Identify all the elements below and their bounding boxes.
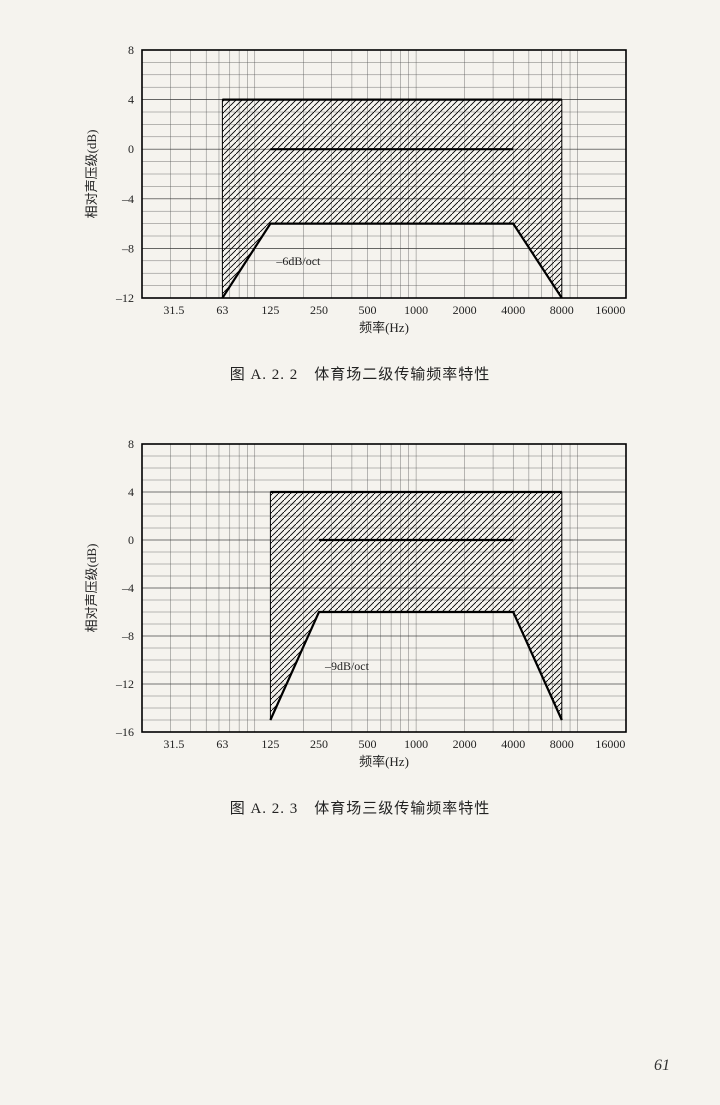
svg-text:1000: 1000 [404,737,428,751]
svg-text:8000: 8000 [550,303,574,317]
svg-text:125: 125 [261,303,279,317]
svg-text:频率(Hz): 频率(Hz) [359,320,409,335]
chart-2: –16 –12 –8 –4 0 4 8 31.5 63 125 250 500 1000 2000 4000… [80,434,640,779]
svg-text:–12: –12 [115,291,134,305]
chart-2-block: –16 –12 –8 –4 0 4 8 31.5 63 125 250 500 1000 2000 4000… [30,434,690,818]
svg-text:–6dB/oct: –6dB/oct [275,254,321,268]
svg-text:–8: –8 [121,241,134,255]
svg-text:4000: 4000 [501,303,525,317]
svg-text:1000: 1000 [404,303,428,317]
svg-text:0: 0 [128,142,134,156]
svg-text:63: 63 [216,737,228,751]
svg-text:16000: 16000 [595,303,625,317]
svg-text:–12: –12 [115,677,134,691]
svg-text:–4: –4 [121,192,134,206]
svg-text:16000: 16000 [595,737,625,751]
svg-text:63: 63 [216,303,228,317]
svg-text:2000: 2000 [453,303,477,317]
chart-1-block: –12 –8 –4 0 4 8 31.5 63 125 250 500 1000 2000 4000 800… [30,40,690,384]
svg-text:125: 125 [261,737,279,751]
svg-text:500: 500 [359,303,377,317]
svg-text:4000: 4000 [501,737,525,751]
svg-text:相对声压级(dB): 相对声压级(dB) [84,544,99,633]
svg-text:2000: 2000 [453,737,477,751]
page-number: 61 [654,1057,670,1075]
svg-text:4: 4 [128,485,134,499]
svg-text:0: 0 [128,533,134,547]
chart-1-caption: 图 A. 2. 2 体育场二级传输频率特性 [30,363,690,384]
svg-text:500: 500 [359,737,377,751]
svg-text:8000: 8000 [550,737,574,751]
svg-text:–4: –4 [121,581,134,595]
svg-text:8: 8 [128,43,134,57]
svg-text:31.5: 31.5 [163,737,184,751]
svg-text:8: 8 [128,437,134,451]
svg-text:–9dB/oct: –9dB/oct [324,659,370,673]
chart-1: –12 –8 –4 0 4 8 31.5 63 125 250 500 1000 2000 4000 800… [80,40,640,345]
svg-text:4: 4 [128,93,134,107]
svg-text:–16: –16 [115,725,134,739]
svg-text:频率(Hz): 频率(Hz) [359,754,409,769]
svg-text:250: 250 [310,737,328,751]
svg-text:–8: –8 [121,629,134,643]
svg-text:相对声压级(dB): 相对声压级(dB) [84,130,99,219]
chart-2-caption: 图 A. 2. 3 体育场三级传输频率特性 [30,797,690,818]
svg-text:250: 250 [310,303,328,317]
svg-text:31.5: 31.5 [163,303,184,317]
